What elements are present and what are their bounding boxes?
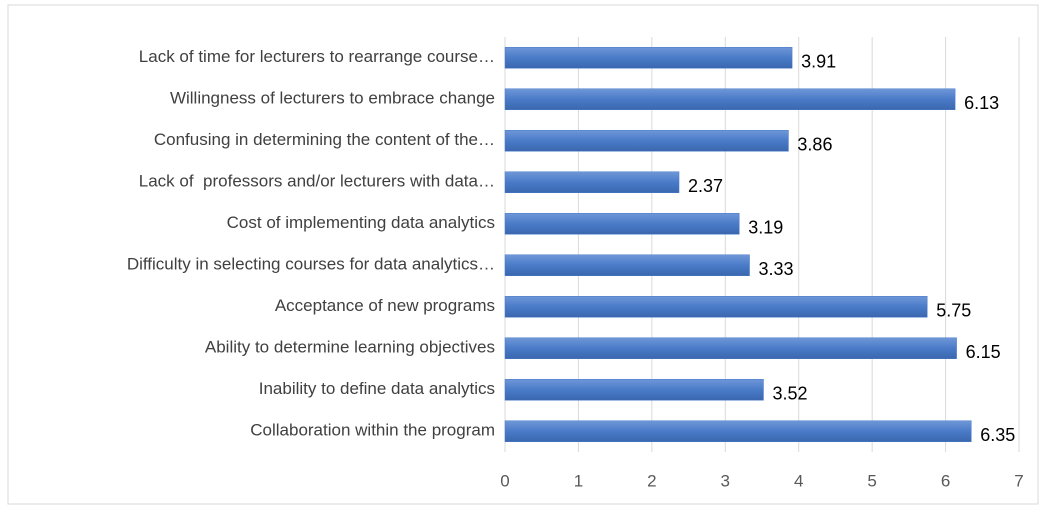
value-label: 6.35 bbox=[980, 425, 1015, 445]
y-tick-label: Confusing in determining the content of … bbox=[154, 130, 495, 149]
bar bbox=[504, 171, 680, 193]
x-tick-label: 4 bbox=[794, 471, 803, 490]
y-tick-label: Ability to determine learning objectives bbox=[205, 338, 495, 357]
y-tick-label: Difficulty in selecting courses for data… bbox=[127, 255, 495, 274]
bar bbox=[504, 420, 972, 442]
y-tick-label: Collaboration within the program bbox=[250, 421, 495, 440]
bar bbox=[504, 213, 740, 235]
value-label: 3.19 bbox=[748, 218, 783, 238]
value-label: 5.75 bbox=[936, 301, 971, 321]
x-tick-label: 3 bbox=[721, 471, 730, 490]
value-label: 3.91 bbox=[801, 52, 836, 72]
bar bbox=[504, 337, 957, 359]
chart-border bbox=[7, 4, 1039, 505]
bar bbox=[504, 47, 793, 69]
y-tick-label: Acceptance of new programs bbox=[275, 296, 495, 315]
bar bbox=[504, 379, 764, 401]
value-label: 6.15 bbox=[966, 342, 1001, 362]
y-tick-label: Inability to define data analytics bbox=[259, 379, 495, 398]
bar bbox=[504, 130, 789, 152]
value-label: 6.13 bbox=[964, 93, 999, 113]
bar bbox=[504, 88, 956, 110]
bar bbox=[504, 296, 928, 318]
x-tick-label: 7 bbox=[1014, 471, 1023, 490]
x-tick-label: 0 bbox=[500, 471, 509, 490]
value-label: 3.86 bbox=[797, 135, 832, 155]
x-tick-label: 1 bbox=[574, 471, 583, 490]
y-tick-label: Lack of time for lecturers to rearrange … bbox=[139, 47, 495, 66]
x-tick-label: 5 bbox=[867, 471, 876, 490]
x-tick-label: 2 bbox=[647, 471, 656, 490]
value-label: 3.33 bbox=[759, 259, 794, 279]
y-tick-label: Cost of implementing data analytics bbox=[227, 213, 495, 232]
value-label: 3.52 bbox=[772, 384, 807, 404]
value-label: 2.37 bbox=[688, 176, 723, 196]
bar bbox=[504, 254, 750, 276]
y-tick-label: Lack of professors and/or lecturers with… bbox=[139, 172, 495, 191]
y-tick-label: Willingness of lecturers to embrace chan… bbox=[170, 89, 495, 108]
x-tick-label: 6 bbox=[941, 471, 950, 490]
